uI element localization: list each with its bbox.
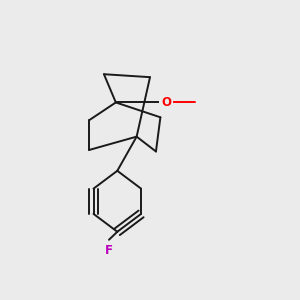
Text: F: F <box>105 244 113 257</box>
Text: O: O <box>161 96 171 109</box>
